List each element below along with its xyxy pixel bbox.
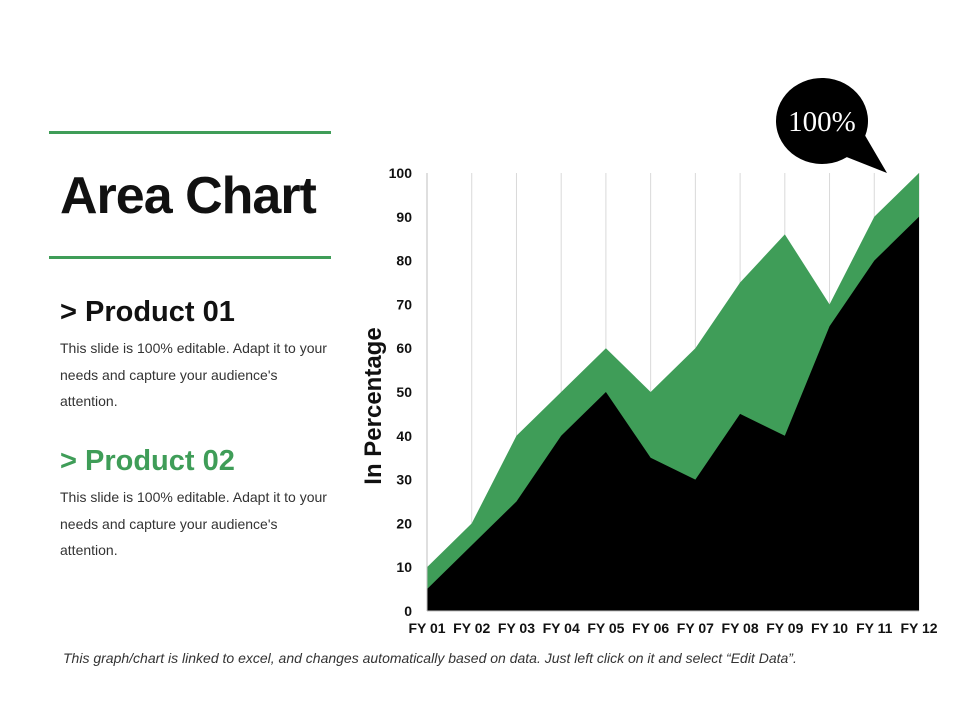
product-02-text: This slide is 100% editable. Adapt it to… [60, 489, 327, 558]
x-tick-label: FY 12 [900, 620, 937, 636]
product-01-text: This slide is 100% editable. Adapt it to… [60, 340, 327, 409]
y-tick-label: 30 [396, 472, 412, 488]
slide-footnote: This graph/chart is linked to excel, and… [63, 650, 797, 666]
chart-callout: 100% [775, 78, 887, 173]
y-tick-label: 0 [404, 603, 412, 619]
callout-label: 100% [788, 106, 856, 138]
x-tick-label: FY 02 [453, 620, 490, 636]
chart-axes: 0 10 20 30 40 50 60 70 80 90 100 FY 01 FY 02 FY 03 FY … [389, 165, 938, 636]
y-tick-label: 100 [389, 165, 413, 181]
slide-title: Area Chart [60, 167, 317, 225]
y-tick-label: 90 [396, 209, 412, 225]
x-tick-label: FY 05 [587, 620, 624, 636]
y-tick-label: 50 [396, 384, 412, 400]
y-tick-label: 40 [396, 428, 412, 444]
x-tick-label: FY 06 [632, 620, 669, 636]
y-axis-label: In Percentage [360, 327, 387, 484]
x-tick-label: FY 10 [811, 620, 848, 636]
title-top-rule [49, 131, 331, 134]
x-tick-label: FY 01 [408, 620, 445, 636]
product-01-heading: > Product 01 [60, 296, 235, 328]
x-tick-label: FY 08 [722, 620, 759, 636]
y-tick-label: 80 [396, 253, 412, 269]
y-tick-label: 10 [396, 559, 412, 575]
y-tick-label: 20 [396, 515, 412, 531]
x-tick-label: FY 04 [543, 620, 580, 636]
chart-series [427, 173, 919, 612]
y-tick-label: 60 [396, 340, 412, 356]
callout-bubble [775, 78, 887, 173]
area-series-2 [427, 216, 919, 612]
product-02-heading: > Product 02 [60, 445, 235, 477]
x-tick-label: FY 03 [498, 620, 535, 636]
x-tick-label: FY 09 [766, 620, 803, 636]
x-tick-label: FY 11 [856, 620, 893, 636]
title-bottom-rule [49, 256, 331, 259]
x-tick-label: FY 07 [677, 620, 714, 636]
y-tick-label: 70 [396, 296, 412, 312]
